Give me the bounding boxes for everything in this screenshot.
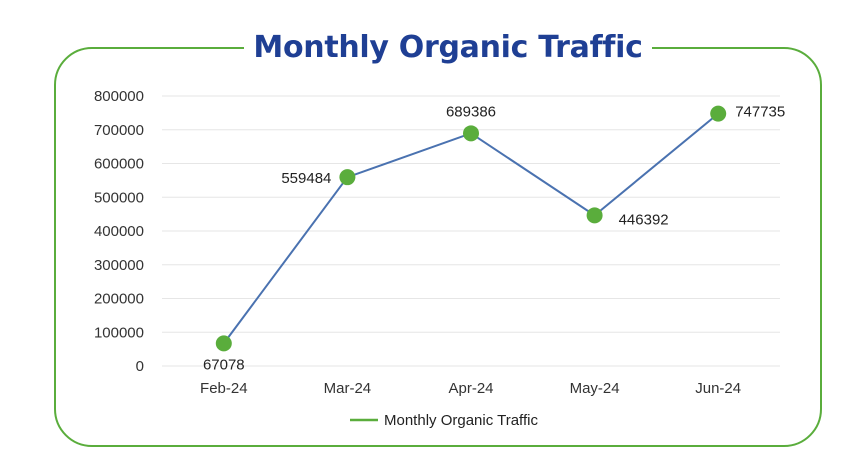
y-tick-label: 600000 [94, 156, 144, 173]
series-line [222, 112, 719, 344]
y-tick-label: 300000 [94, 257, 144, 274]
data-point [710, 105, 727, 122]
legend-label: Monthly Organic Traffic [384, 412, 538, 429]
data-point [339, 169, 356, 186]
x-tick-label: Apr-24 [448, 380, 493, 397]
x-tick-label: May-24 [570, 380, 620, 397]
y-tick-label: 700000 [94, 122, 144, 139]
data-label: 446392 [619, 211, 669, 228]
y-tick-label: 100000 [94, 324, 144, 341]
data-points [215, 105, 727, 352]
legend: Monthly Organic Traffic [350, 412, 538, 429]
x-tick-label: Jun-24 [695, 380, 741, 397]
data-point [215, 335, 232, 352]
y-tick-label: 0 [136, 358, 144, 375]
y-tick-label: 200000 [94, 291, 144, 308]
chart-title: Monthly Organic Traffic [244, 26, 652, 70]
data-label: 559484 [281, 170, 331, 187]
x-tick-label: Feb-24 [200, 380, 248, 397]
data-label: 747735 [735, 104, 785, 121]
data-label: 67078 [203, 356, 245, 373]
x-tick-label: Mar-24 [324, 380, 372, 397]
data-labels: 67078 559484 689386 446392 747735 [203, 103, 785, 373]
x-axis-ticks: Feb-24 Mar-24 Apr-24 May-24 Jun-24 [200, 380, 741, 397]
data-label: 689386 [446, 103, 496, 120]
y-tick-label: 500000 [94, 189, 144, 206]
y-axis-ticks: 0 100000 200000 300000 400000 500000 600000 700… [94, 88, 144, 375]
data-point [463, 125, 479, 142]
y-tick-label: 400000 [94, 223, 144, 240]
data-point [586, 207, 603, 224]
gridlines [162, 95, 780, 367]
y-tick-label: 800000 [94, 88, 144, 105]
